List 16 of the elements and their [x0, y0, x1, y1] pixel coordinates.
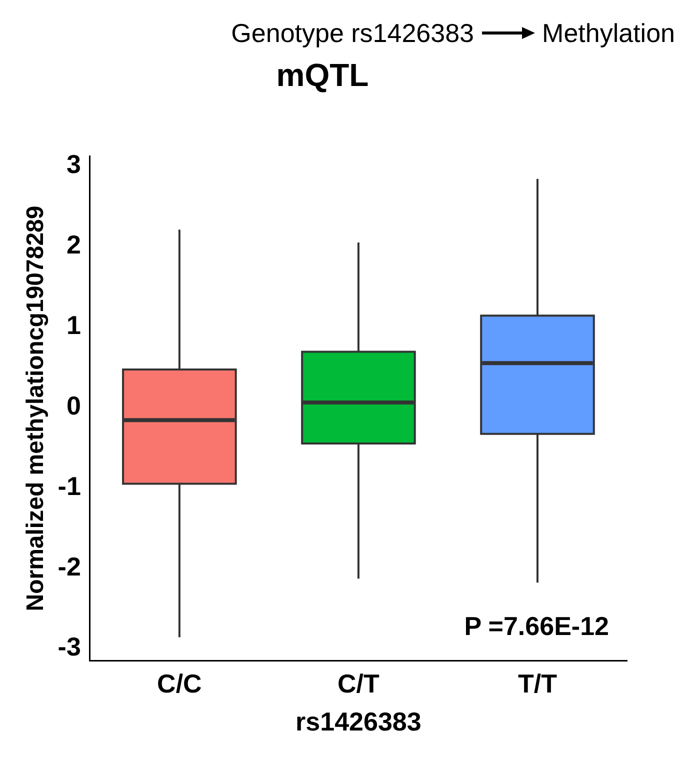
y-tick-label: 0	[66, 390, 81, 420]
text: Genotype rs1426383	[231, 18, 474, 48]
x-tick-label: C/T	[338, 668, 380, 698]
y-tick-label: 1	[66, 310, 81, 340]
x-tick-label: C/C	[157, 668, 202, 698]
chart-title: mQTL	[276, 57, 369, 94]
y-tick-label: 3	[66, 149, 81, 180]
annotation: P =7.66E-12	[464, 610, 609, 641]
y-tick-label: 2	[66, 230, 81, 260]
text: Methylation	[542, 18, 675, 48]
y-tick-label: -3	[58, 632, 81, 662]
y-tick-label: -1	[58, 470, 81, 501]
x-axis-title: rs1426383	[296, 706, 422, 737]
y-axis-title: Normalized methylationcg19078289	[22, 206, 50, 612]
y-tick-label: -2	[58, 551, 81, 582]
x-tick-label: T/T	[518, 668, 558, 698]
